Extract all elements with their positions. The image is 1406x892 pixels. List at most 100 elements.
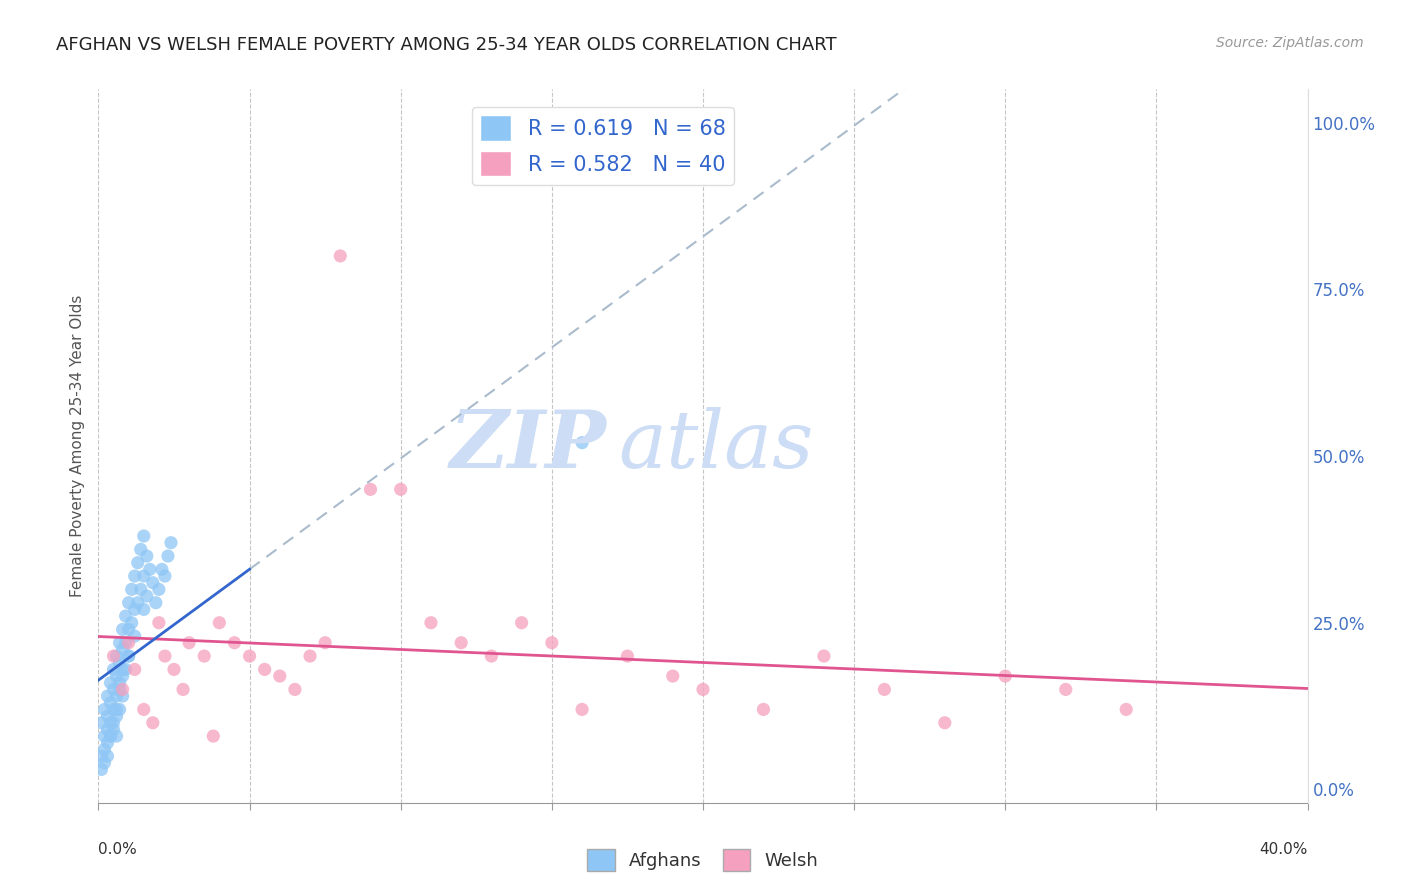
Point bbox=[202, 729, 225, 743]
Point bbox=[142, 575, 165, 590]
Point bbox=[103, 662, 125, 676]
Point bbox=[148, 582, 170, 597]
Legend: Afghans, Welsh: Afghans, Welsh bbox=[581, 842, 825, 879]
Point bbox=[1115, 702, 1137, 716]
Point bbox=[163, 662, 186, 676]
Point bbox=[172, 682, 194, 697]
Point bbox=[100, 729, 122, 743]
Point bbox=[90, 749, 112, 764]
Text: 0.0%: 0.0% bbox=[98, 842, 138, 856]
Point bbox=[124, 569, 146, 583]
Point bbox=[124, 602, 146, 616]
Point bbox=[111, 682, 134, 697]
Point bbox=[96, 723, 118, 737]
Point bbox=[510, 615, 533, 630]
Point bbox=[108, 656, 131, 670]
Point bbox=[139, 562, 162, 576]
Point bbox=[108, 636, 131, 650]
Point bbox=[153, 649, 176, 664]
Point bbox=[96, 736, 118, 750]
Point bbox=[108, 702, 131, 716]
Point bbox=[93, 729, 115, 743]
Point bbox=[103, 715, 125, 730]
Text: atlas: atlas bbox=[619, 408, 814, 484]
Text: Source: ZipAtlas.com: Source: ZipAtlas.com bbox=[1216, 36, 1364, 50]
Point bbox=[752, 702, 775, 716]
Point bbox=[481, 649, 503, 664]
Point bbox=[105, 702, 128, 716]
Point bbox=[127, 596, 149, 610]
Point bbox=[124, 629, 146, 643]
Point bbox=[662, 669, 685, 683]
Point bbox=[179, 636, 201, 650]
Point bbox=[571, 435, 593, 450]
Point bbox=[100, 729, 122, 743]
Point bbox=[118, 596, 141, 610]
Point bbox=[150, 562, 173, 576]
Point bbox=[132, 602, 155, 616]
Point bbox=[100, 696, 122, 710]
Point bbox=[103, 723, 125, 737]
Point bbox=[813, 649, 835, 664]
Point bbox=[111, 689, 134, 703]
Point bbox=[142, 715, 165, 730]
Text: ZIP: ZIP bbox=[450, 408, 606, 484]
Point bbox=[105, 649, 128, 664]
Y-axis label: Female Poverty Among 25-34 Year Olds: Female Poverty Among 25-34 Year Olds bbox=[69, 295, 84, 597]
Point bbox=[692, 682, 714, 697]
Point bbox=[135, 589, 157, 603]
Point bbox=[208, 615, 231, 630]
Point bbox=[160, 535, 183, 549]
Point bbox=[132, 529, 155, 543]
Text: AFGHAN VS WELSH FEMALE POVERTY AMONG 25-34 YEAR OLDS CORRELATION CHART: AFGHAN VS WELSH FEMALE POVERTY AMONG 25-… bbox=[56, 36, 837, 54]
Point bbox=[121, 582, 143, 597]
Point bbox=[105, 729, 128, 743]
Point bbox=[389, 483, 412, 497]
Point bbox=[114, 609, 136, 624]
Point bbox=[269, 669, 291, 683]
Point bbox=[616, 649, 638, 664]
Point bbox=[253, 662, 276, 676]
Point bbox=[224, 636, 246, 650]
Point bbox=[329, 249, 352, 263]
Point bbox=[111, 642, 134, 657]
Point bbox=[132, 569, 155, 583]
Point bbox=[934, 715, 956, 730]
Point bbox=[118, 623, 141, 637]
Point bbox=[93, 742, 115, 756]
Point bbox=[96, 689, 118, 703]
Point bbox=[90, 763, 112, 777]
Point bbox=[153, 569, 176, 583]
Point bbox=[111, 662, 134, 676]
Point bbox=[90, 715, 112, 730]
Point bbox=[96, 749, 118, 764]
Point bbox=[135, 549, 157, 563]
Point bbox=[96, 709, 118, 723]
Point bbox=[108, 675, 131, 690]
Point bbox=[118, 636, 141, 650]
Point bbox=[873, 682, 896, 697]
Point bbox=[100, 715, 122, 730]
Point bbox=[105, 689, 128, 703]
Point bbox=[121, 615, 143, 630]
Point bbox=[148, 615, 170, 630]
Point bbox=[93, 702, 115, 716]
Point bbox=[111, 623, 134, 637]
Point bbox=[129, 582, 152, 597]
Point bbox=[156, 549, 179, 563]
Point bbox=[129, 542, 152, 557]
Point bbox=[114, 636, 136, 650]
Point bbox=[103, 682, 125, 697]
Point bbox=[118, 649, 141, 664]
Point bbox=[420, 615, 443, 630]
Point bbox=[124, 662, 146, 676]
Point bbox=[145, 596, 167, 610]
Point bbox=[1054, 682, 1077, 697]
Point bbox=[994, 669, 1017, 683]
Point bbox=[540, 636, 562, 650]
Point bbox=[111, 669, 134, 683]
Point bbox=[105, 709, 128, 723]
Point bbox=[114, 662, 136, 676]
Point bbox=[132, 702, 155, 716]
Text: 40.0%: 40.0% bbox=[1260, 842, 1308, 856]
